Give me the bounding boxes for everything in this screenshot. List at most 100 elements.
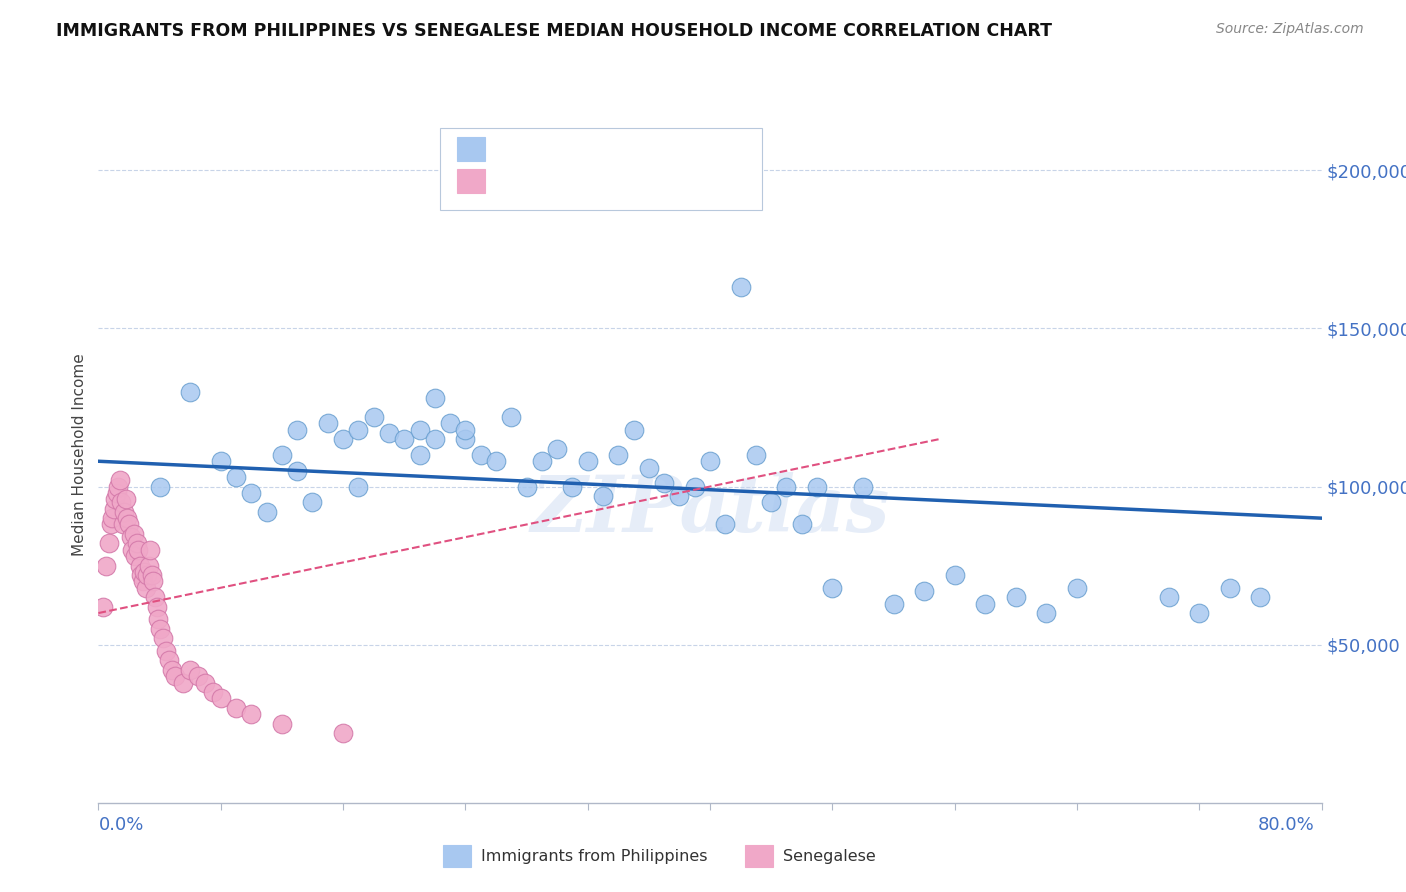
- Point: [179, 663, 201, 677]
- Text: N =: N =: [602, 172, 638, 190]
- Point: [408, 448, 430, 462]
- Point: [775, 479, 797, 493]
- Text: Senegalese: Senegalese: [783, 849, 876, 863]
- Point: [516, 479, 538, 493]
- Point: [790, 517, 813, 532]
- Point: [1035, 606, 1057, 620]
- Point: [454, 423, 477, 437]
- Point: [423, 391, 446, 405]
- Point: [120, 530, 142, 544]
- Point: [256, 505, 278, 519]
- Point: [240, 707, 263, 722]
- Point: [470, 448, 492, 462]
- Point: [714, 517, 737, 532]
- Point: [155, 644, 177, 658]
- Point: [745, 448, 768, 462]
- Text: 60: 60: [637, 140, 659, 158]
- Point: [699, 454, 721, 468]
- Point: [157, 653, 180, 667]
- Point: [439, 417, 461, 431]
- Point: [378, 425, 401, 440]
- Point: [363, 409, 385, 424]
- Point: [132, 574, 155, 589]
- Point: [194, 675, 217, 690]
- Point: [134, 565, 156, 579]
- Point: [1188, 606, 1211, 620]
- Point: [730, 280, 752, 294]
- Point: [143, 591, 166, 605]
- Point: [332, 726, 354, 740]
- Point: [146, 612, 169, 626]
- Point: [209, 454, 232, 468]
- Point: [332, 432, 354, 446]
- Point: [163, 669, 186, 683]
- Text: Immigrants from Philippines: Immigrants from Philippines: [481, 849, 707, 863]
- Point: [202, 685, 225, 699]
- Point: [98, 536, 121, 550]
- Point: [172, 675, 194, 690]
- Point: [149, 479, 172, 493]
- Point: [759, 495, 782, 509]
- Text: 80.0%: 80.0%: [1258, 816, 1315, 834]
- Point: [112, 505, 135, 519]
- Point: [1219, 581, 1241, 595]
- Point: [454, 432, 477, 446]
- Point: [1157, 591, 1180, 605]
- Point: [607, 448, 630, 462]
- Point: [623, 423, 645, 437]
- Point: [637, 460, 661, 475]
- Point: [136, 568, 159, 582]
- Point: [129, 568, 152, 582]
- Point: [145, 599, 167, 614]
- Text: 0.0%: 0.0%: [98, 816, 143, 834]
- Y-axis label: Median Household Income: Median Household Income: [72, 353, 87, 557]
- Point: [91, 599, 114, 614]
- Point: [111, 517, 134, 532]
- Text: R =: R =: [496, 140, 533, 158]
- Point: [530, 454, 553, 468]
- Point: [128, 558, 150, 573]
- Point: [103, 501, 125, 516]
- Point: [974, 597, 997, 611]
- Point: [561, 479, 583, 493]
- Point: [347, 479, 370, 493]
- Point: [100, 517, 122, 532]
- Text: R =: R =: [496, 172, 533, 190]
- Point: [122, 527, 145, 541]
- Point: [160, 663, 183, 677]
- Point: [138, 558, 160, 573]
- Point: [316, 417, 339, 431]
- Point: [94, 558, 117, 573]
- Point: [347, 423, 370, 437]
- Text: ZIPatlas: ZIPatlas: [530, 473, 890, 549]
- Point: [301, 495, 323, 509]
- Point: [806, 479, 828, 493]
- Point: [821, 581, 844, 595]
- Point: [141, 568, 163, 582]
- Point: [104, 492, 127, 507]
- Point: [912, 583, 935, 598]
- Point: [408, 423, 430, 437]
- Point: [852, 479, 875, 493]
- Point: [883, 597, 905, 611]
- Point: [117, 511, 139, 525]
- Point: [142, 574, 165, 589]
- Point: [592, 489, 614, 503]
- Text: Source: ZipAtlas.com: Source: ZipAtlas.com: [1216, 22, 1364, 37]
- Point: [270, 716, 292, 731]
- Point: [240, 486, 263, 500]
- Text: N =: N =: [602, 140, 638, 158]
- Text: -0.108: -0.108: [536, 140, 595, 158]
- Point: [652, 476, 675, 491]
- Point: [127, 542, 149, 557]
- Point: [124, 549, 146, 563]
- Point: [546, 442, 568, 456]
- Point: [1066, 581, 1088, 595]
- Point: [423, 432, 446, 446]
- Point: [179, 384, 201, 399]
- Point: [209, 691, 232, 706]
- Point: [270, 448, 292, 462]
- Point: [501, 409, 523, 424]
- Point: [576, 454, 599, 468]
- Point: [121, 542, 143, 557]
